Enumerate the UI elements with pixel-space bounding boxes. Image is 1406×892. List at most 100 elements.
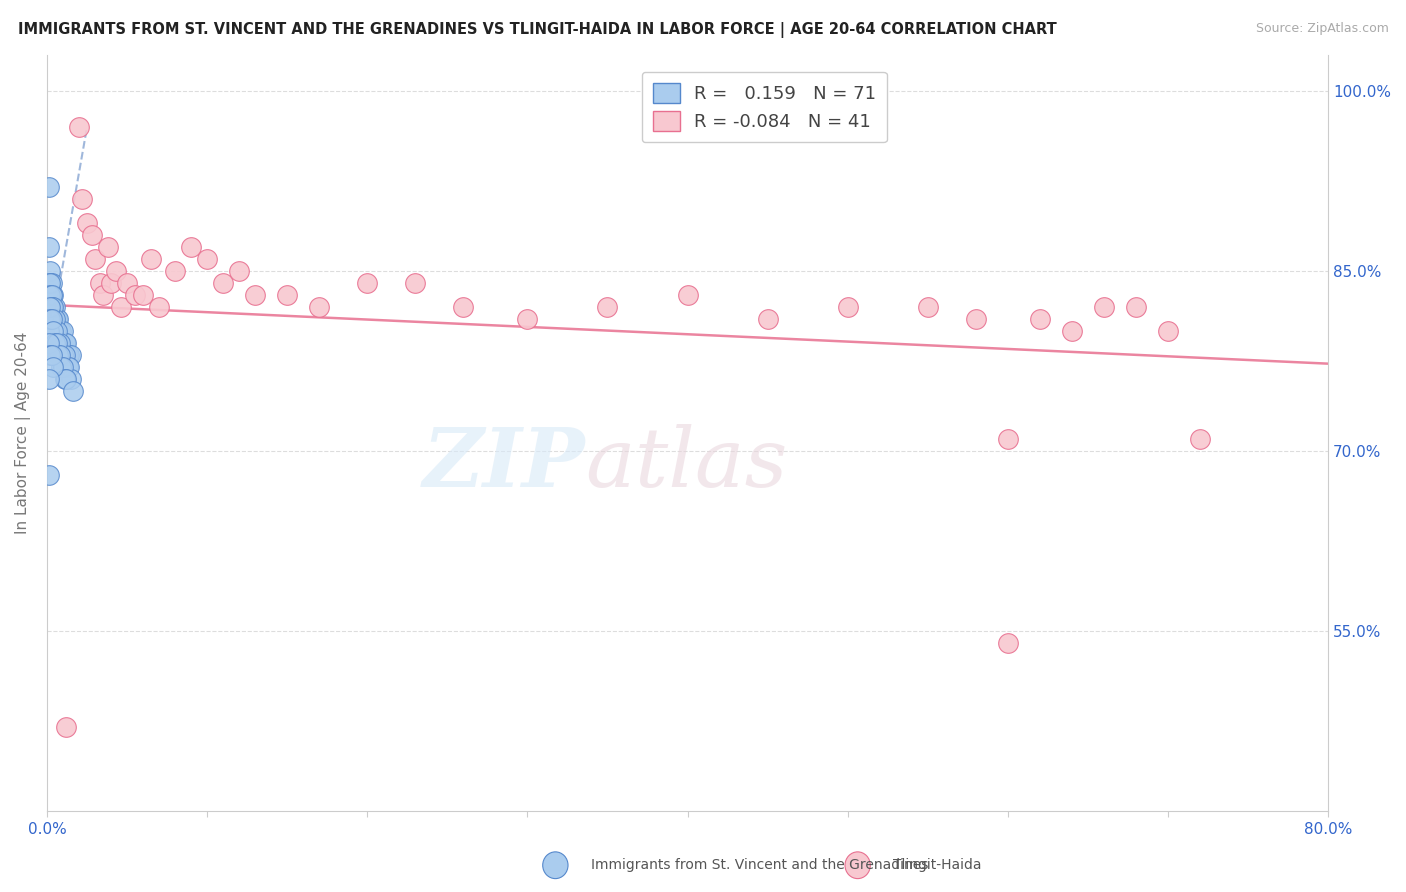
Point: [56, 348, 79, 362]
Point: [52, 348, 75, 362]
Point: [965, 312, 987, 326]
Point: [42, 300, 65, 314]
Point: [243, 288, 266, 302]
Point: [91, 288, 114, 302]
Point: [39, 288, 62, 302]
Point: [39, 277, 62, 291]
Point: [44, 336, 66, 351]
Point: [38, 336, 60, 351]
Point: [97, 240, 120, 254]
Point: [39, 277, 62, 291]
Point: [38, 300, 60, 314]
Text: ZIP: ZIP: [422, 424, 585, 504]
Point: [42, 300, 65, 314]
Point: [46, 336, 69, 351]
Point: [39, 264, 62, 278]
Point: [453, 300, 475, 314]
Point: [39, 288, 62, 302]
Point: [39, 348, 62, 362]
Point: [276, 288, 298, 302]
Text: atlas: atlas: [585, 424, 787, 504]
Point: [1092, 300, 1115, 314]
Point: [49, 336, 72, 351]
Point: [53, 336, 76, 351]
Point: [41, 348, 63, 362]
Point: [100, 277, 122, 291]
Point: [38, 180, 60, 194]
Point: [41, 300, 63, 314]
Point: [115, 277, 138, 291]
Point: [1029, 312, 1052, 326]
Text: Tlingit-Haida: Tlingit-Haida: [893, 858, 981, 872]
Point: [51, 336, 73, 351]
Point: [53, 372, 76, 386]
Y-axis label: In Labor Force | Age 20-64: In Labor Force | Age 20-64: [15, 332, 31, 534]
Text: IMMIGRANTS FROM ST. VINCENT AND THE GRENADINES VS TLINGIT-HAIDA IN LABOR FORCE |: IMMIGRANTS FROM ST. VINCENT AND THE GREN…: [18, 22, 1057, 38]
Point: [44, 324, 66, 338]
Point: [139, 252, 162, 267]
Point: [212, 277, 235, 291]
Point: [58, 348, 80, 362]
Point: [42, 312, 65, 326]
Point: [41, 288, 63, 302]
Point: [44, 312, 66, 326]
Point: [42, 324, 65, 338]
Point: [51, 360, 73, 375]
Point: [165, 264, 187, 278]
Point: [308, 300, 330, 314]
Point: [52, 336, 75, 351]
Point: [38, 468, 60, 483]
Point: [76, 216, 98, 230]
Point: [38, 277, 60, 291]
Text: Source: ZipAtlas.com: Source: ZipAtlas.com: [1256, 22, 1389, 36]
Point: [45, 324, 67, 338]
Point: [356, 277, 378, 291]
Point: [46, 348, 69, 362]
Point: [53, 348, 76, 362]
Point: [45, 336, 67, 351]
Point: [110, 300, 132, 314]
Point: [1125, 300, 1147, 314]
Point: [89, 277, 111, 291]
Point: [42, 360, 65, 375]
Point: [67, 120, 90, 135]
Point: [59, 372, 82, 386]
Point: [49, 336, 72, 351]
Point: [56, 360, 79, 375]
Point: [997, 432, 1019, 446]
Point: [59, 348, 82, 362]
Point: [62, 384, 84, 399]
Point: [41, 300, 63, 314]
Point: [228, 264, 250, 278]
Point: [49, 348, 72, 362]
Point: [45, 312, 67, 326]
Point: [38, 372, 60, 386]
Point: [1157, 324, 1180, 338]
Point: [42, 288, 65, 302]
Point: [52, 324, 75, 338]
Point: [997, 636, 1019, 650]
Point: [1060, 324, 1083, 338]
Point: [84, 252, 107, 267]
Point: [38, 312, 60, 326]
Point: [1189, 432, 1212, 446]
Point: [596, 300, 619, 314]
Point: [676, 288, 699, 302]
Point: [38, 324, 60, 338]
Point: [917, 300, 939, 314]
Point: [80, 228, 103, 243]
Point: [45, 324, 67, 338]
Point: [195, 252, 218, 267]
Point: [39, 312, 62, 326]
Point: [55, 336, 77, 351]
Point: [180, 240, 202, 254]
Point: [51, 324, 73, 338]
Point: [756, 312, 779, 326]
Point: [41, 288, 63, 302]
Point: [55, 372, 77, 386]
Point: [42, 312, 65, 326]
Point: [38, 288, 60, 302]
Point: [44, 324, 66, 338]
Point: [49, 324, 72, 338]
Point: [41, 312, 63, 326]
